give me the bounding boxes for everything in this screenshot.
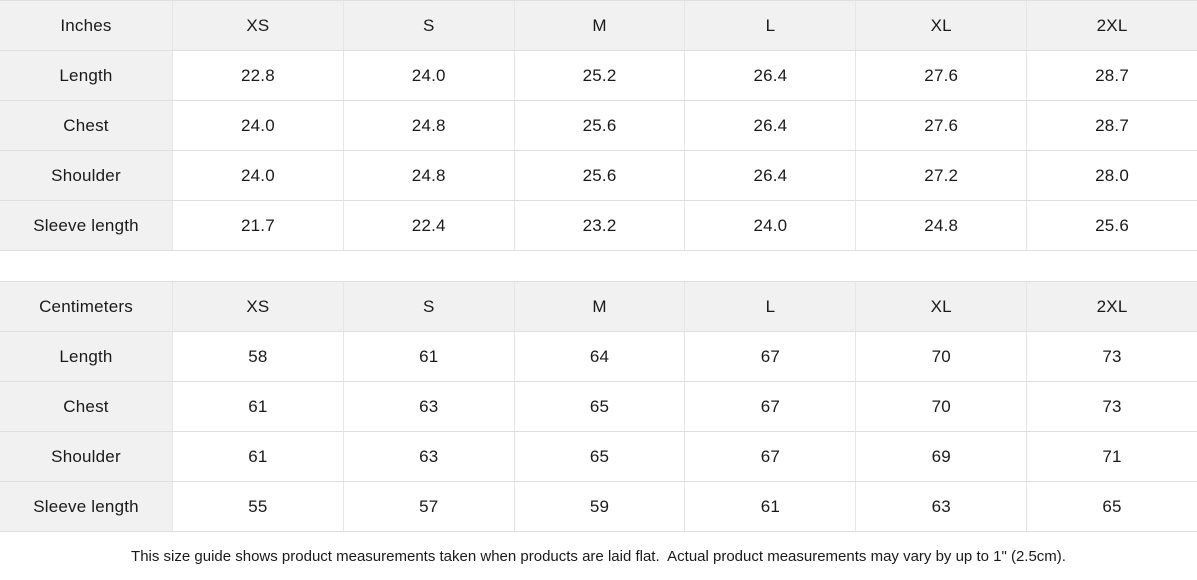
- column-header-l: L: [684, 282, 856, 331]
- value-cell: 25.2: [513, 51, 685, 100]
- row-label: Chest: [0, 101, 172, 150]
- value-cell: 27.2: [855, 151, 1027, 200]
- value-cell: 24.0: [684, 201, 856, 250]
- value-cell: 58: [172, 332, 343, 381]
- unit-header-centimeters: Centimeters: [0, 282, 172, 331]
- table-row-sleeve-length: Sleeve length 55 57 59 61 63 65: [0, 482, 1197, 532]
- value-cell: 63: [342, 382, 514, 431]
- value-cell: 55: [172, 482, 343, 531]
- table-row-length: Length 22.8 24.0 25.2 26.4 27.6 28.7: [0, 51, 1197, 101]
- value-cell: 61: [172, 382, 343, 431]
- section-separator: [0, 251, 1197, 281]
- value-cell: 25.6: [1026, 201, 1197, 250]
- row-label: Sleeve length: [0, 482, 172, 531]
- inches-header-row: Inches XS S M L XL 2XL: [0, 1, 1197, 51]
- value-cell: 27.6: [855, 101, 1027, 150]
- column-header-xl: XL: [855, 282, 1027, 331]
- value-cell: 22.8: [172, 51, 343, 100]
- inches-size-table: Inches XS S M L XL 2XL Length 22.8 24.0 …: [0, 0, 1197, 251]
- column-header-m: M: [513, 1, 685, 50]
- value-cell: 24.0: [172, 101, 343, 150]
- value-cell: 28.7: [1026, 51, 1197, 100]
- value-cell: 63: [855, 482, 1027, 531]
- value-cell: 28.0: [1026, 151, 1197, 200]
- value-cell: 24.8: [855, 201, 1027, 250]
- row-label: Sleeve length: [0, 201, 172, 250]
- value-cell: 24.0: [172, 151, 343, 200]
- value-cell: 61: [172, 432, 343, 481]
- centimeters-header-row: Centimeters XS S M L XL 2XL: [0, 282, 1197, 332]
- value-cell: 59: [513, 482, 685, 531]
- value-cell: 24.8: [342, 151, 514, 200]
- value-cell: 25.6: [513, 151, 685, 200]
- row-label: Shoulder: [0, 432, 172, 481]
- column-header-s: S: [342, 282, 514, 331]
- value-cell: 71: [1026, 432, 1197, 481]
- value-cell: 65: [513, 432, 685, 481]
- column-header-xl: XL: [855, 1, 1027, 50]
- value-cell: 73: [1026, 332, 1197, 381]
- value-cell: 23.2: [513, 201, 685, 250]
- table-row-chest: Chest 61 63 65 67 70 73: [0, 382, 1197, 432]
- column-header-2xl: 2XL: [1026, 1, 1197, 50]
- column-header-2xl: 2XL: [1026, 282, 1197, 331]
- value-cell: 26.4: [684, 151, 856, 200]
- value-cell: 28.7: [1026, 101, 1197, 150]
- column-header-xs: XS: [172, 1, 343, 50]
- value-cell: 57: [342, 482, 514, 531]
- value-cell: 67: [684, 382, 856, 431]
- unit-header-inches: Inches: [0, 1, 172, 50]
- row-label: Shoulder: [0, 151, 172, 200]
- column-header-s: S: [342, 1, 514, 50]
- value-cell: 63: [342, 432, 514, 481]
- value-cell: 70: [855, 332, 1027, 381]
- value-cell: 61: [684, 482, 856, 531]
- value-cell: 67: [684, 332, 856, 381]
- measurement-disclaimer: This size guide shows product measuremen…: [0, 532, 1197, 580]
- value-cell: 64: [513, 332, 685, 381]
- value-cell: 67: [684, 432, 856, 481]
- table-row-sleeve-length: Sleeve length 21.7 22.4 23.2 24.0 24.8 2…: [0, 201, 1197, 251]
- column-header-m: M: [513, 282, 685, 331]
- table-row-chest: Chest 24.0 24.8 25.6 26.4 27.6 28.7: [0, 101, 1197, 151]
- value-cell: 26.4: [684, 51, 856, 100]
- value-cell: 24.8: [342, 101, 514, 150]
- value-cell: 69: [855, 432, 1027, 481]
- value-cell: 73: [1026, 382, 1197, 431]
- column-header-l: L: [684, 1, 856, 50]
- value-cell: 27.6: [855, 51, 1027, 100]
- value-cell: 24.0: [342, 51, 514, 100]
- value-cell: 21.7: [172, 201, 343, 250]
- row-label: Length: [0, 332, 172, 381]
- column-header-xs: XS: [172, 282, 343, 331]
- row-label: Chest: [0, 382, 172, 431]
- value-cell: 22.4: [342, 201, 514, 250]
- value-cell: 26.4: [684, 101, 856, 150]
- table-row-length: Length 58 61 64 67 70 73: [0, 332, 1197, 382]
- value-cell: 70: [855, 382, 1027, 431]
- value-cell: 65: [513, 382, 685, 431]
- row-label: Length: [0, 51, 172, 100]
- value-cell: 25.6: [513, 101, 685, 150]
- value-cell: 61: [342, 332, 514, 381]
- value-cell: 65: [1026, 482, 1197, 531]
- table-row-shoulder: Shoulder 24.0 24.8 25.6 26.4 27.2 28.0: [0, 151, 1197, 201]
- centimeters-size-table: Centimeters XS S M L XL 2XL Length 58 61…: [0, 281, 1197, 532]
- table-row-shoulder: Shoulder 61 63 65 67 69 71: [0, 432, 1197, 482]
